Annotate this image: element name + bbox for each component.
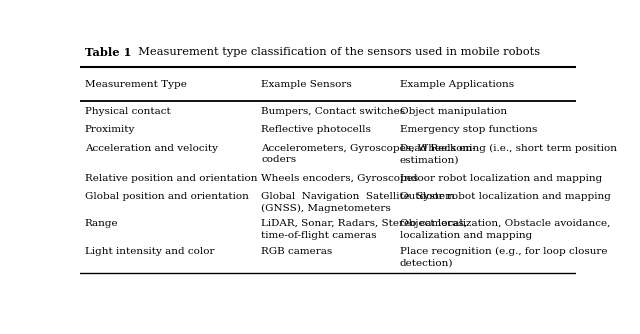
Text: RGB cameras: RGB cameras: [261, 247, 332, 257]
Text: Indoor robot localization and mapping: Indoor robot localization and mapping: [400, 174, 602, 183]
Text: Example Sensors: Example Sensors: [261, 80, 352, 89]
Text: Bumpers, Contact switches: Bumpers, Contact switches: [261, 107, 405, 116]
Text: Physical contact: Physical contact: [85, 107, 171, 116]
Text: Relative position and orientation: Relative position and orientation: [85, 174, 257, 183]
Text: Light intensity and color: Light intensity and color: [85, 247, 214, 257]
Text: Acceleration and velocity: Acceleration and velocity: [85, 144, 218, 153]
Text: Object manipulation: Object manipulation: [400, 107, 507, 116]
Text: Emergency stop functions: Emergency stop functions: [400, 126, 538, 135]
Text: Measurement Type: Measurement Type: [85, 80, 187, 89]
Text: Example Applications: Example Applications: [400, 80, 514, 89]
Text: Table 1: Table 1: [85, 46, 131, 57]
Text: Object localization, Obstacle avoidance,
localization and mapping: Object localization, Obstacle avoidance,…: [400, 219, 611, 239]
Text: Reflective photocells: Reflective photocells: [261, 126, 371, 135]
Text: Place recognition (e.g., for loop closure
detection): Place recognition (e.g., for loop closur…: [400, 247, 607, 268]
Text: Accelerometers, Gyroscopes, Wheels en-
coders: Accelerometers, Gyroscopes, Wheels en- c…: [261, 144, 476, 164]
Text: Range: Range: [85, 219, 118, 228]
Text: Global  Navigation  Satellite  System
(GNSS), Magnetometers: Global Navigation Satellite System (GNSS…: [261, 192, 455, 213]
Text: Dead Reckoning (i.e., short term position
estimation): Dead Reckoning (i.e., short term positio…: [400, 144, 617, 165]
Text: Proximity: Proximity: [85, 126, 135, 135]
Text: Measurement type classification of the sensors used in mobile robots: Measurement type classification of the s…: [131, 46, 540, 56]
Text: LiDAR, Sonar, Radars, Stereo cameras,
time-of-flight cameras: LiDAR, Sonar, Radars, Stereo cameras, ti…: [261, 219, 467, 239]
Text: Global position and orientation: Global position and orientation: [85, 192, 249, 201]
Text: Wheels encoders, Gyroscopes: Wheels encoders, Gyroscopes: [261, 174, 419, 183]
Text: Outdoor robot localization and mapping: Outdoor robot localization and mapping: [400, 192, 611, 201]
